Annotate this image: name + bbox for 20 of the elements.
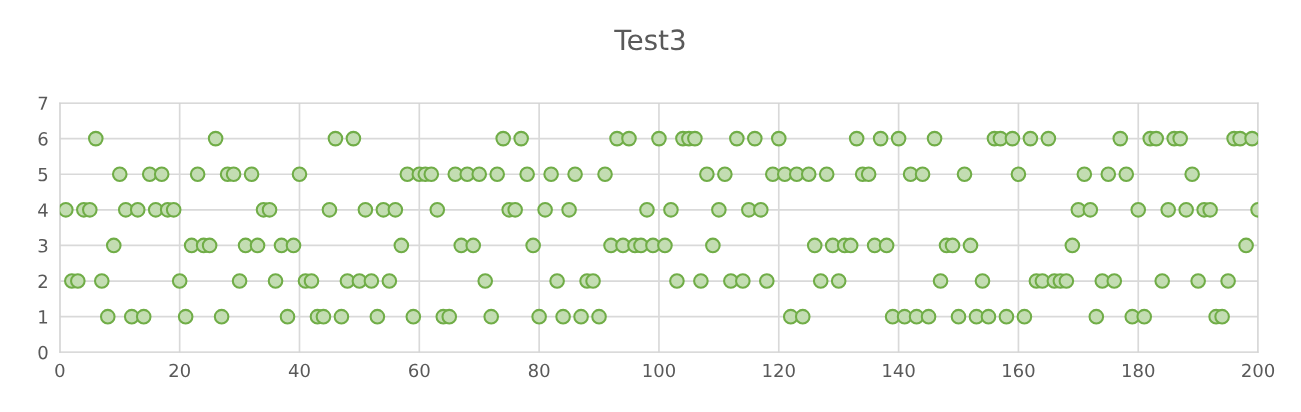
x-tick-label: 140: [883, 363, 915, 378]
x-tick-label: 80: [528, 363, 550, 378]
y-tick-label: 0: [38, 345, 48, 360]
x-tick-label: 20: [169, 363, 190, 378]
x-tick-label: 100: [643, 363, 675, 378]
y-tick-label: 6: [38, 132, 48, 146]
y-tick-label: 2: [38, 274, 47, 288]
y-tick-label: 3: [38, 238, 48, 253]
x-tick-label: 120: [763, 363, 795, 378]
y-tick-label: 5: [38, 167, 48, 182]
y-tick-label: 4: [38, 203, 48, 217]
y-tick-label: 1: [39, 310, 48, 324]
x-tick-label: 60: [409, 363, 430, 378]
x-tick-label: 0: [55, 363, 65, 378]
y-tick-label: 7: [38, 96, 48, 110]
x-tick-label: 180: [1123, 363, 1155, 378]
x-tick-label: 40: [288, 363, 310, 378]
x-tick-label: 200: [1242, 363, 1275, 378]
x-tick-label: 160: [1003, 363, 1035, 378]
chart-title: Test3: [614, 29, 685, 51]
